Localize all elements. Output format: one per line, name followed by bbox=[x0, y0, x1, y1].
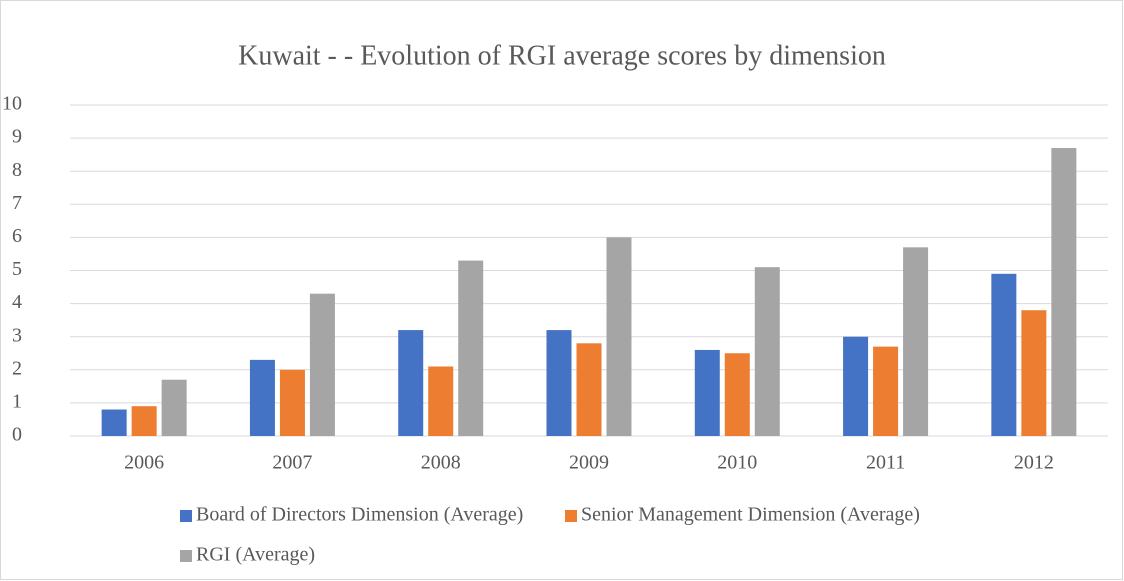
x-tick-label: 2006 bbox=[124, 452, 164, 474]
bar bbox=[606, 237, 632, 436]
bar bbox=[576, 343, 602, 436]
bar bbox=[991, 273, 1017, 436]
bar bbox=[458, 260, 484, 436]
x-tick-label: 2012 bbox=[1014, 452, 1054, 474]
bar bbox=[754, 267, 780, 436]
x-tick-label: 2010 bbox=[717, 452, 757, 474]
y-tick-label: 2 bbox=[12, 357, 22, 379]
y-tick-label: 1 bbox=[12, 390, 22, 412]
y-tick-label: 3 bbox=[12, 324, 22, 346]
x-tick-label: 2008 bbox=[421, 452, 461, 474]
bar bbox=[724, 353, 750, 436]
bar bbox=[101, 409, 127, 436]
chart-title: Kuwait - - Evolution of RGI average scor… bbox=[238, 40, 886, 71]
y-tick-label: 9 bbox=[12, 126, 22, 148]
y-tick-label: 0 bbox=[12, 424, 22, 446]
bar bbox=[161, 379, 187, 436]
legend-swatch bbox=[180, 510, 192, 522]
y-tick-label: 8 bbox=[12, 159, 22, 181]
x-tick-label: 2011 bbox=[866, 452, 905, 474]
bar bbox=[873, 346, 899, 436]
bar bbox=[428, 366, 454, 436]
y-tick-label: 6 bbox=[12, 225, 22, 247]
legend-label: Senior Management Dimension (Average) bbox=[581, 504, 920, 526]
legend-swatch bbox=[180, 550, 192, 562]
y-tick-label: 10 bbox=[2, 93, 22, 115]
bar bbox=[903, 247, 929, 436]
bar bbox=[546, 330, 572, 436]
legend-label: Board of Directors Dimension (Average) bbox=[196, 504, 523, 526]
bar bbox=[249, 359, 275, 436]
legend-swatch bbox=[565, 510, 577, 522]
bar bbox=[694, 349, 720, 436]
bar bbox=[1051, 148, 1077, 436]
bar bbox=[398, 330, 424, 436]
y-tick-label: 4 bbox=[12, 291, 22, 313]
bar bbox=[309, 293, 335, 436]
legend-label: RGI (Average) bbox=[196, 544, 315, 566]
bar bbox=[279, 369, 305, 436]
x-tick-label: 2007 bbox=[272, 452, 312, 474]
y-tick-label: 5 bbox=[12, 258, 22, 280]
x-tick-label: 2009 bbox=[569, 452, 609, 474]
bar bbox=[1021, 310, 1047, 436]
y-tick-label: 7 bbox=[12, 192, 22, 214]
bar bbox=[131, 406, 157, 436]
bar bbox=[843, 336, 869, 436]
